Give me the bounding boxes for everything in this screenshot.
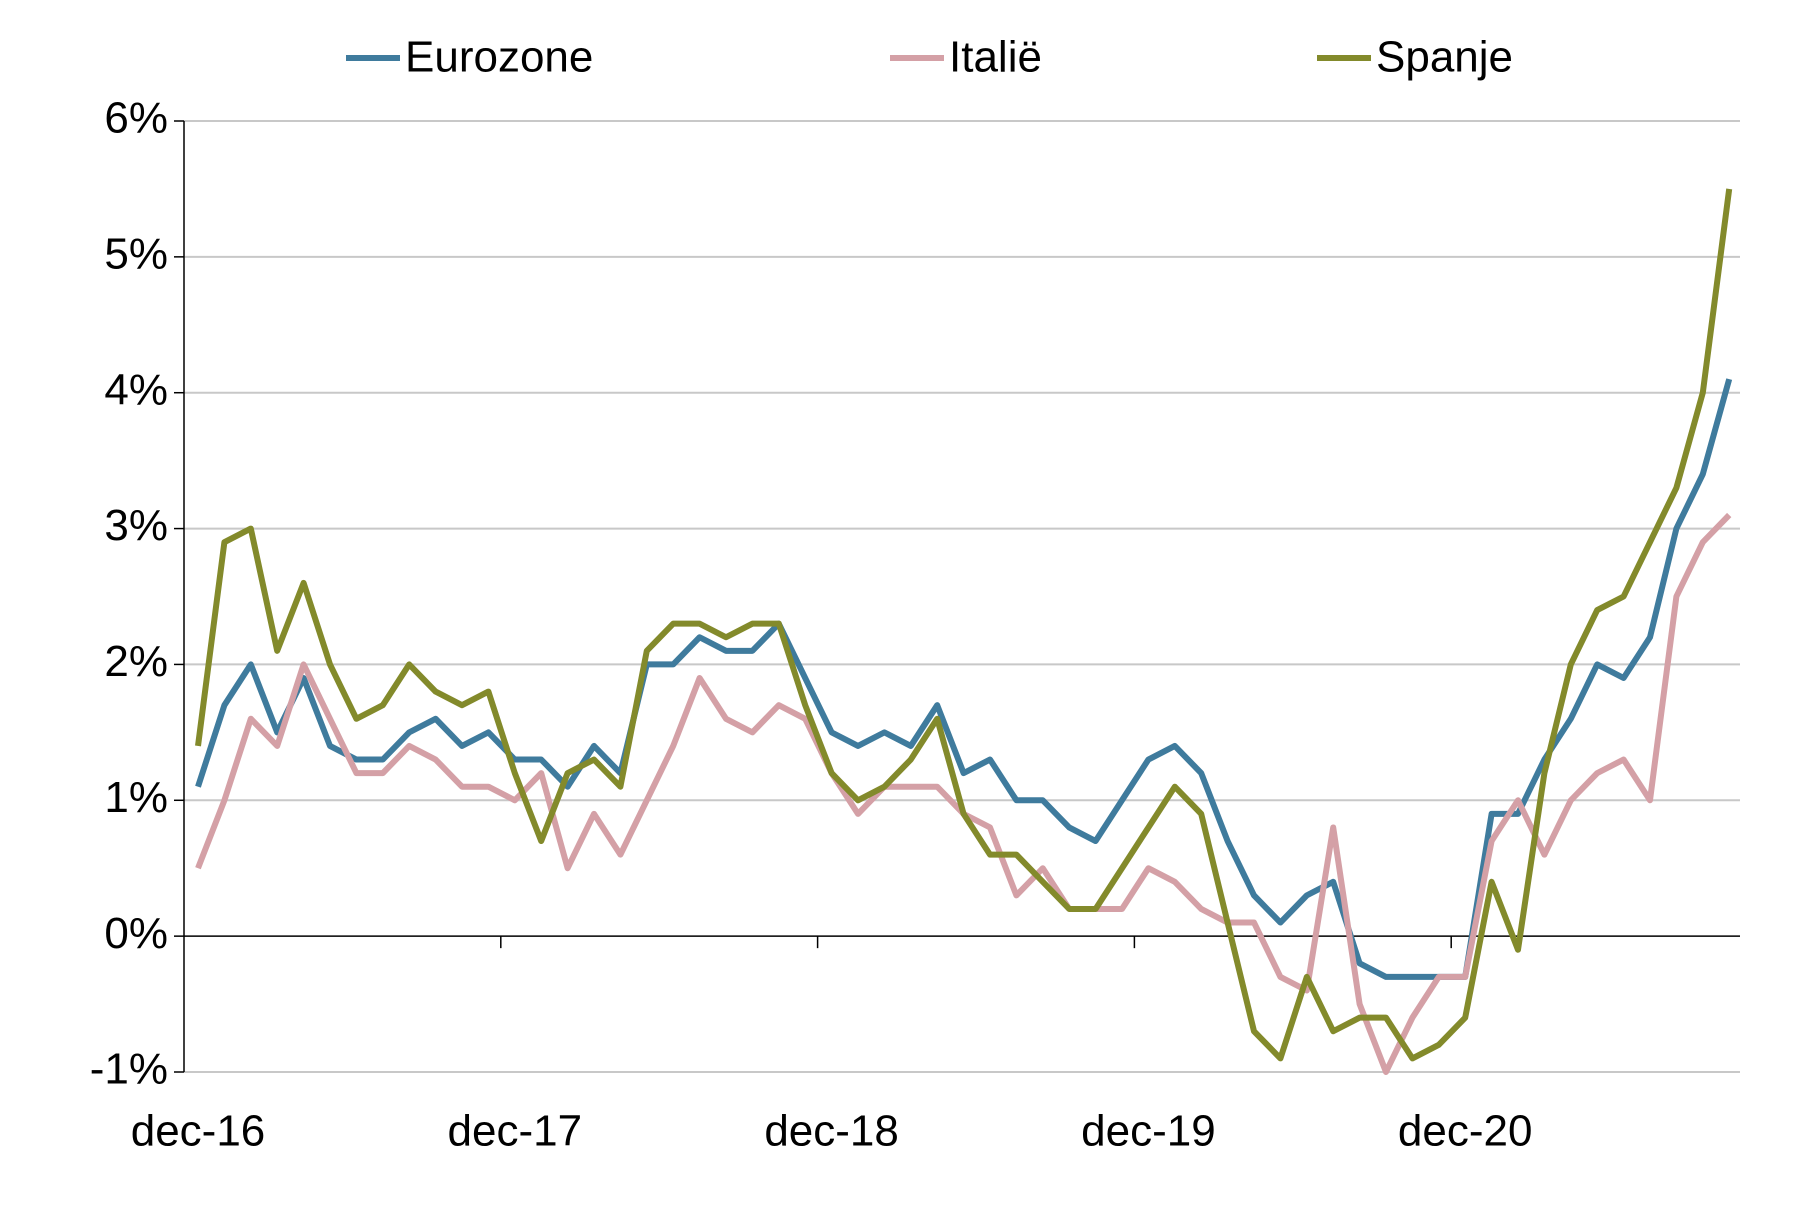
y-tick-label: 0% (104, 909, 168, 958)
y-tick-label: -1% (90, 1045, 168, 1094)
legend-label: Spanje (1376, 33, 1513, 82)
line-series (195, 512, 1732, 1075)
y-tick-label: 4% (104, 365, 168, 414)
y-tick-label: 6% (104, 94, 168, 143)
legend-label: Eurozone (405, 33, 593, 82)
y-tick-label: 1% (104, 773, 168, 822)
x-tick-label: dec-19 (1081, 1107, 1216, 1156)
x-tick-label: dec-18 (764, 1107, 899, 1156)
line-series (195, 378, 1733, 980)
y-tick-label: 5% (104, 229, 168, 278)
x-tick-label: dec-17 (448, 1107, 583, 1156)
y-tick-label: 3% (104, 501, 168, 550)
x-tick-label: dec-16 (131, 1107, 266, 1156)
line-series (195, 188, 1733, 1062)
legend-label: Italië (949, 33, 1042, 82)
y-tick-label: 2% (104, 637, 168, 686)
x-tick-label: dec-20 (1398, 1107, 1533, 1156)
